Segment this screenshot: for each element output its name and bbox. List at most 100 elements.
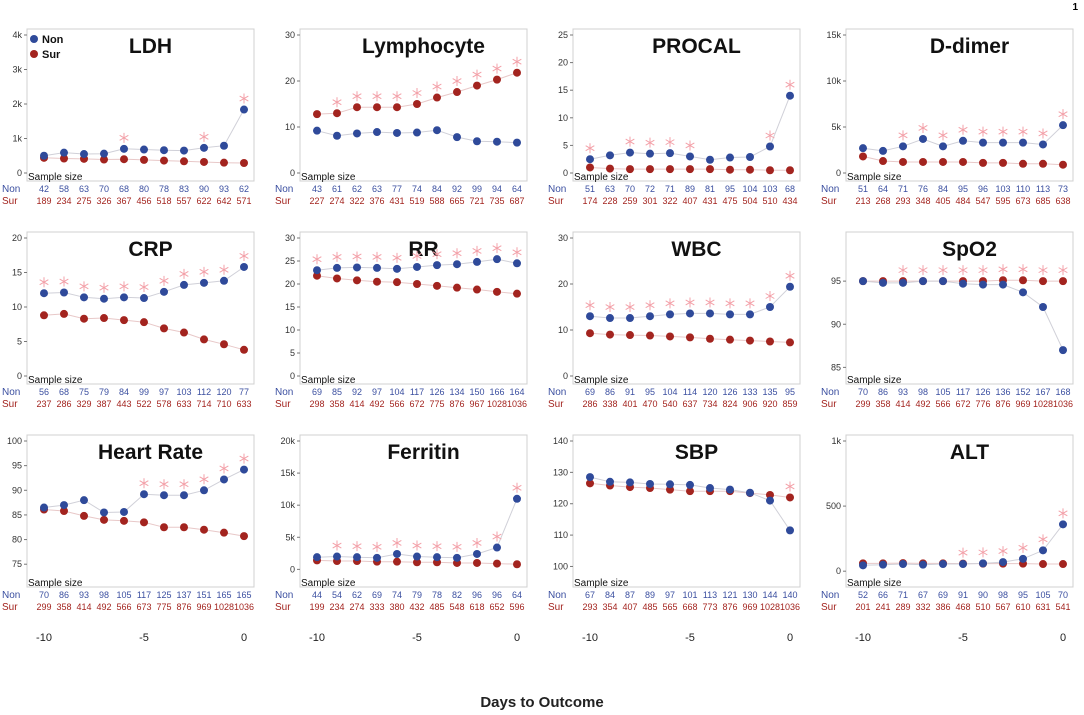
row-label-non: Non [275, 387, 293, 398]
non-point [333, 263, 341, 272]
sample-size-non: 94 [492, 184, 502, 194]
non-point [100, 294, 108, 303]
sample-size-non: 79 [412, 590, 422, 600]
significance-star [1018, 264, 1028, 275]
panel-title: RR [408, 238, 438, 261]
non-point [240, 465, 248, 474]
non-point [40, 289, 48, 298]
non-point [1039, 303, 1047, 311]
sur-point [786, 166, 794, 175]
sur-point [220, 340, 228, 349]
significance-star [39, 277, 49, 288]
sur-point [706, 334, 714, 343]
sur-point [473, 285, 481, 294]
sur-point [80, 511, 88, 520]
sample-size-sur: 301 [642, 196, 657, 206]
non-point [686, 480, 694, 489]
sample-size-sur: 969 [1015, 399, 1030, 409]
panel-title: Heart Rate [98, 441, 203, 464]
sample-size-label: Sample size [28, 578, 83, 589]
sample-size-non: 82 [452, 590, 462, 600]
significance-star [1058, 508, 1068, 519]
panel-frame [26, 434, 255, 588]
sample-size-sur: 1036 [234, 602, 254, 612]
y-tick-label: 20 [558, 279, 568, 289]
row-label-sur: Sur [2, 602, 18, 613]
sample-size-non: 99 [139, 387, 149, 397]
y-tick-label: 0 [290, 371, 295, 381]
y-tick-label: 25 [285, 256, 295, 266]
sur-point [513, 560, 521, 569]
row-label-non: Non [821, 590, 839, 601]
sample-size-non: 104 [389, 387, 404, 397]
sample-size-non: 98 [99, 590, 109, 600]
y-tick-label: 15k [826, 30, 841, 40]
sample-size-non: 151 [196, 590, 211, 600]
non-point [393, 549, 401, 558]
row-label-non: Non [821, 184, 839, 195]
sur-point [160, 324, 168, 333]
sample-size-sur: 687 [509, 196, 524, 206]
non-point [80, 496, 88, 505]
sur-point [353, 276, 361, 285]
significance-star [472, 245, 482, 256]
non-point [859, 144, 867, 153]
non-point [453, 260, 461, 269]
non-point [1059, 346, 1067, 355]
non-point [160, 146, 168, 155]
significance-star [159, 479, 169, 490]
sample-size-sur: 475 [722, 196, 737, 206]
significance-star [392, 537, 402, 548]
significance-star [1058, 265, 1068, 276]
sample-size-sur: 322 [662, 196, 677, 206]
row-label-sur: Sur [821, 196, 837, 207]
sur-point [746, 165, 754, 174]
non-point [726, 153, 734, 162]
sample-size-sur: 734 [702, 399, 717, 409]
sample-size-label: Sample size [301, 172, 356, 183]
sur-point [1059, 160, 1067, 169]
sample-size-non: 96 [492, 590, 502, 600]
y-tick-label: 120 [553, 499, 568, 509]
panel-frame [26, 231, 255, 385]
significance-star [1018, 542, 1028, 553]
sur-point [333, 274, 341, 283]
y-tick-label: 25 [558, 30, 568, 40]
sample-size-non: 92 [352, 387, 362, 397]
sample-size-non: 69 [585, 387, 595, 397]
panel-frame [572, 434, 801, 588]
sample-size-non: 52 [858, 590, 868, 600]
non-point [313, 266, 321, 275]
sur-point [140, 155, 148, 164]
sample-size-sur: 268 [875, 196, 890, 206]
significance-star [1038, 534, 1048, 545]
non-point [313, 553, 321, 562]
sur-point [313, 110, 321, 119]
sample-size-sur: 547 [975, 196, 990, 206]
y-tick-label: 4k [12, 30, 22, 40]
sample-size-non: 92 [452, 184, 462, 194]
non-point [746, 488, 754, 497]
significance-star [159, 275, 169, 286]
sample-size-sur: 434 [782, 196, 797, 206]
significance-star [372, 251, 382, 262]
sample-size-sur: 237 [36, 399, 51, 409]
sur-point [413, 280, 421, 288]
significance-star [585, 143, 595, 154]
non-point [766, 496, 774, 505]
sample-size-sur: 967 [469, 399, 484, 409]
sur-point [333, 109, 341, 118]
sur-point [1039, 560, 1047, 569]
sample-size-sur: 548 [449, 602, 464, 612]
non-point [979, 138, 987, 147]
significance-star [512, 247, 522, 258]
sample-size-label: Sample size [847, 375, 902, 386]
y-tick-label: 0 [290, 564, 295, 574]
significance-star [239, 93, 249, 104]
sur-point [453, 283, 461, 292]
sur-point [626, 165, 634, 174]
non-point [100, 149, 108, 158]
sur-point [646, 165, 654, 174]
